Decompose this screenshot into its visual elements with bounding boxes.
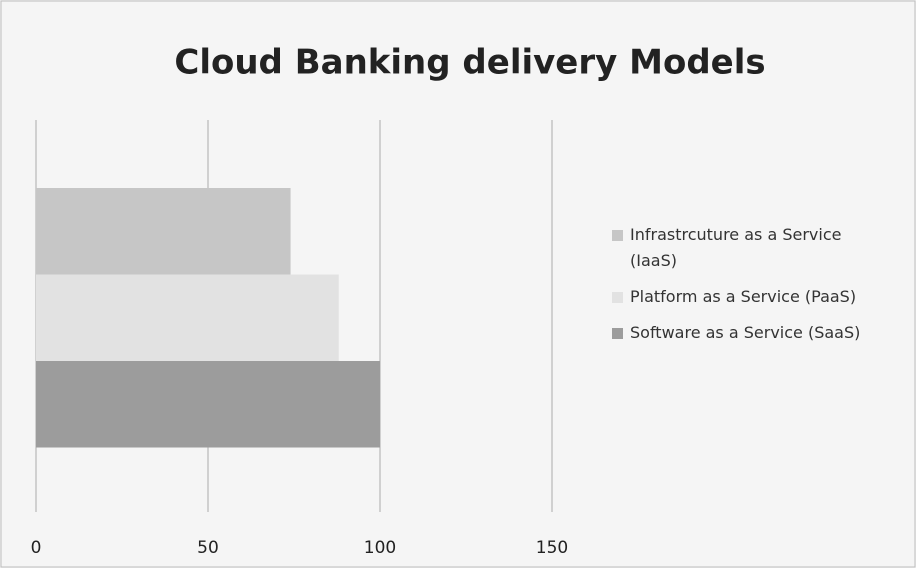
bar	[36, 361, 380, 448]
x-tick-label: 150	[536, 538, 568, 558]
x-tick-label: 50	[197, 538, 219, 558]
legend-swatch	[612, 230, 623, 241]
legend-entry: Infrastrcuture as a Service (IaaS)	[612, 222, 902, 274]
legend-label: Software as a Service (SaaS)	[630, 323, 861, 342]
legend-label: Platform as a Service (PaaS)	[630, 287, 857, 306]
x-tick-label: 100	[364, 538, 396, 558]
x-tick-label: 0	[31, 538, 42, 558]
bar	[36, 188, 291, 275]
legend-label: Infrastrcuture as a Service (IaaS)	[630, 225, 842, 270]
legend-swatch	[612, 292, 623, 303]
legend-entry: Platform as a Service (PaaS)	[612, 284, 902, 310]
chart-title: Cloud Banking delivery Models	[174, 43, 765, 83]
bar	[36, 274, 339, 361]
legend-swatch	[612, 328, 623, 339]
legend-entry: Software as a Service (SaaS)	[612, 320, 902, 346]
legend: Infrastrcuture as a Service (IaaS) Platfo…	[612, 222, 902, 346]
